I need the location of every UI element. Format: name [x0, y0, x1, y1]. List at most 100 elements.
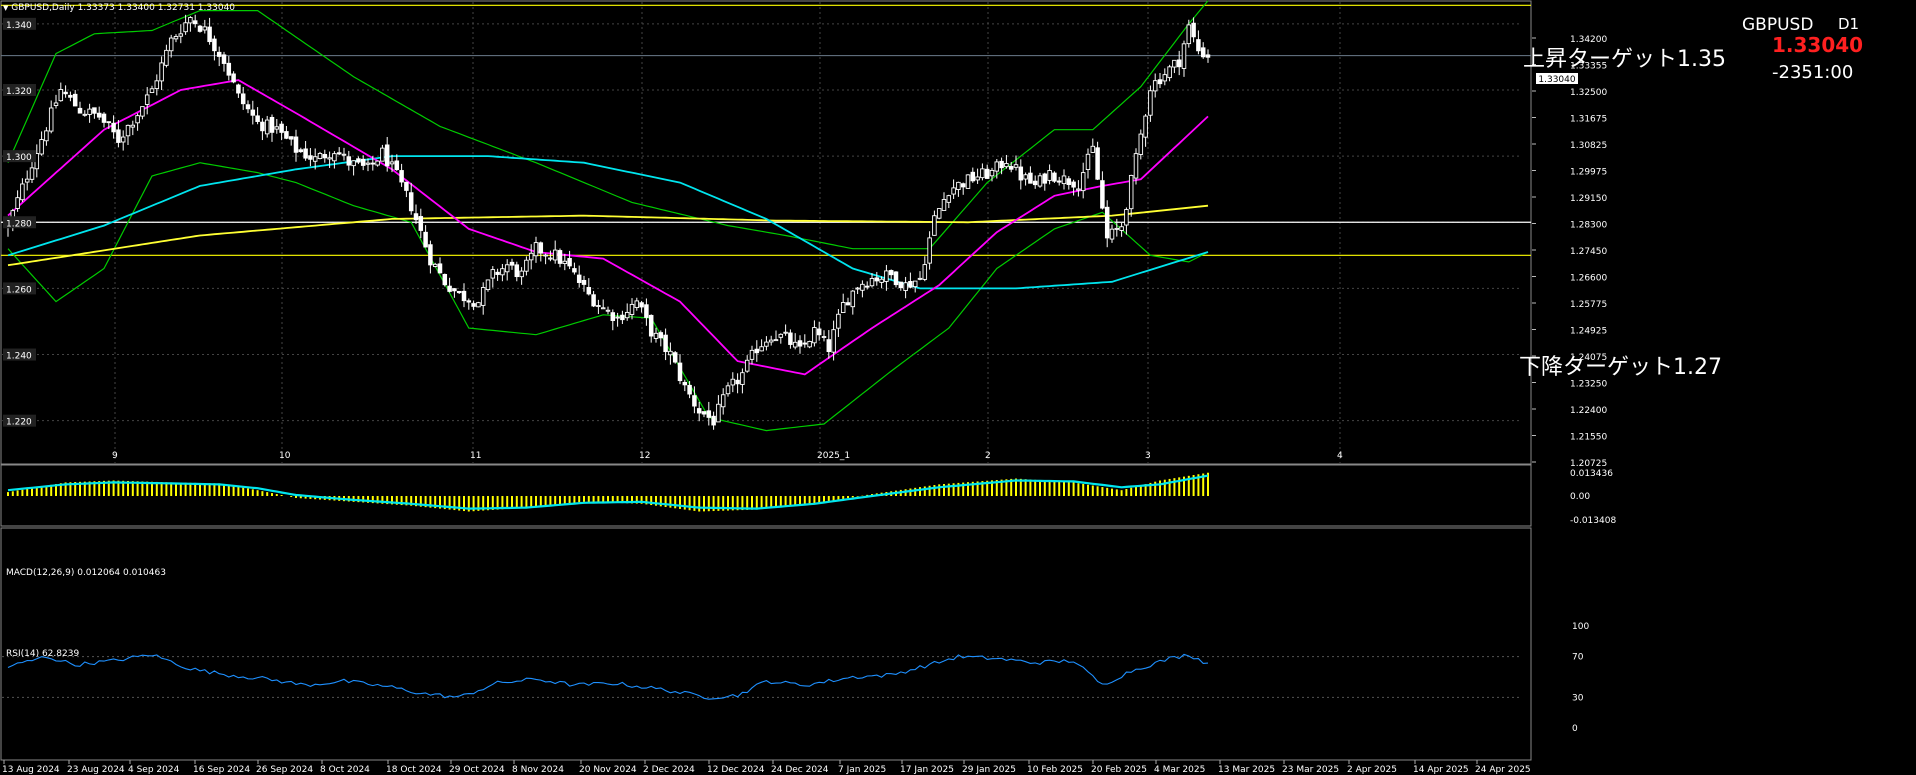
candle-body: [236, 84, 241, 94]
ma-mid-line: [7, 155, 1209, 290]
left-price-label: 1.340: [6, 21, 32, 31]
candle-body: [456, 290, 462, 294]
rsi-panel: 100 70 30 0: [2, 622, 1589, 734]
candle-body: [221, 54, 227, 64]
menu-triangle-icon[interactable]: ▼: [3, 4, 9, 12]
price-scale-left: 1.340 1.320 1.300 1.280 1.260 1.240 1.220: [3, 17, 36, 428]
candle-body: [1061, 175, 1067, 185]
candle-body: [485, 279, 491, 291]
left-price-tag-bg: [3, 414, 36, 427]
symbol-name: GBPUSD: [1742, 15, 1814, 35]
candle-body: [648, 314, 654, 337]
right-price-label: 1.22400: [1570, 406, 1607, 416]
month-label: 2: [985, 451, 991, 461]
right-price-label: 1.20725: [1570, 459, 1607, 469]
candle-body: [581, 279, 587, 285]
candle-body: [586, 287, 592, 295]
candle-body: [404, 181, 409, 191]
candle-body: [341, 153, 347, 156]
right-price-label: 1.25775: [1570, 300, 1607, 310]
candle-body: [269, 116, 275, 133]
candle-body: [1013, 164, 1019, 168]
candle-body: [389, 161, 395, 165]
candle-body: [615, 316, 620, 319]
candle-body: [504, 264, 510, 273]
candle-body: [888, 270, 894, 276]
month-label: 9: [112, 451, 118, 461]
candle-body: [663, 334, 668, 353]
candle-body: [596, 305, 601, 307]
candle-body: [1056, 180, 1062, 183]
right-price-label: 1.27450: [1570, 247, 1607, 257]
candle-body: [672, 352, 678, 363]
candle-body: [932, 215, 937, 236]
macd-scale-label: 0.013436: [1570, 469, 1613, 479]
candle-body: [668, 350, 673, 356]
candle-body: [869, 278, 875, 287]
candle-body: [725, 385, 731, 395]
date-label: 2 Dec 2024: [643, 765, 695, 775]
date-axis: 13 Aug 2024 23 Aug 2024 4 Sep 2024 16 Sep 2…: [2, 760, 1531, 775]
candle-body: [792, 341, 798, 348]
right-price-label: 1.24075: [1570, 353, 1607, 363]
date-label: 8 Oct 2024: [320, 765, 370, 775]
candles: [5, 14, 1211, 430]
candle-body: [807, 340, 812, 348]
left-price-tag-bg: [3, 216, 36, 229]
candle-body: [1028, 172, 1033, 184]
candle-body: [524, 259, 529, 272]
left-price-label: 1.220: [6, 418, 32, 428]
month-label: 4: [1337, 451, 1343, 461]
candle-body: [168, 37, 174, 52]
candle-body: [1104, 206, 1110, 239]
right-price-label: 1.32500: [1570, 88, 1607, 98]
candle-body: [1172, 59, 1177, 68]
right-price-label: 1.31675: [1570, 115, 1607, 125]
date-label: 4 Sep 2024: [128, 765, 180, 775]
candle-body: [24, 178, 30, 183]
candle-body: [912, 280, 918, 288]
date-label: 17 Jan 2025: [900, 765, 954, 775]
date-label: 13 Aug 2024: [2, 765, 60, 775]
candle-body: [936, 208, 942, 219]
candle-body: [87, 108, 92, 115]
candle-body: [826, 339, 832, 353]
date-label: 8 Nov 2024: [512, 765, 564, 775]
date-label: 12 Dec 2024: [707, 765, 765, 775]
candle-body: [394, 160, 400, 171]
candle-body: [874, 277, 880, 282]
candle-body: [68, 94, 73, 98]
candle-body: [965, 174, 971, 189]
down-target-annotation: 下降ターゲット1.27: [1519, 355, 1722, 380]
rsi-scale-label: 30: [1572, 693, 1584, 703]
candle-body: [452, 288, 457, 292]
current-price-tag-label: 1.33040: [1538, 75, 1575, 85]
candle-body: [1076, 188, 1081, 191]
candle-body: [375, 160, 380, 166]
date-label: 7 Jan 2025: [838, 765, 886, 775]
candle-body: [1162, 74, 1168, 82]
left-price-label: 1.320: [6, 87, 32, 97]
candle-body: [1037, 175, 1043, 187]
candle-body: [480, 287, 486, 306]
candle-body: [768, 339, 774, 343]
macd-scale-label: 0.00: [1570, 492, 1590, 502]
candle-body: [629, 303, 635, 315]
candle-body: [701, 411, 707, 415]
candle-body: [255, 115, 260, 122]
right-price-label: 1.29150: [1570, 194, 1607, 204]
candle-body: [740, 372, 745, 385]
candle-body: [432, 263, 438, 267]
candle-body: [264, 119, 270, 135]
candle-body: [317, 152, 323, 159]
left-price-label: 1.240: [6, 352, 32, 362]
candle-body: [442, 273, 448, 286]
candle-body: [207, 26, 212, 43]
month-label: 11: [470, 451, 481, 461]
left-price-label: 1.280: [6, 219, 32, 229]
timeframe-label: D1: [1838, 15, 1860, 33]
candle-body: [1176, 59, 1182, 68]
date-label: 16 Sep 2024: [193, 765, 250, 775]
candle-body: [312, 156, 318, 162]
